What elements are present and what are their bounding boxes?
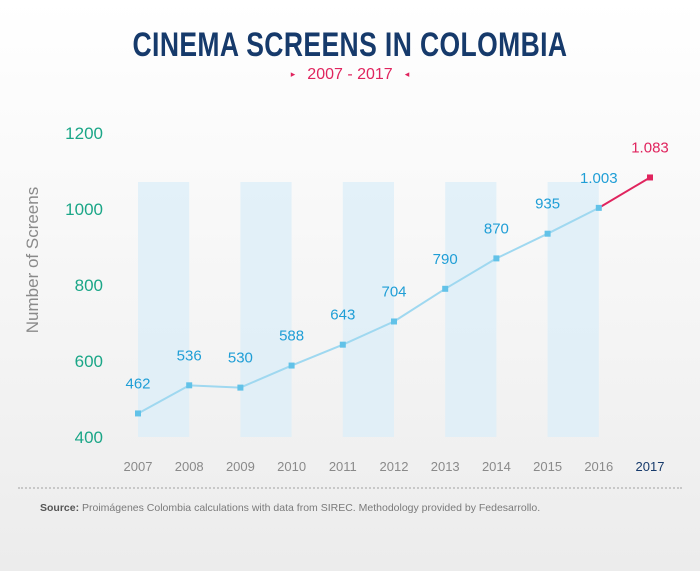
series-line-segment bbox=[495, 232, 549, 260]
divider bbox=[18, 487, 682, 489]
year-band bbox=[342, 182, 394, 437]
x-tick-label: 2007 bbox=[124, 459, 153, 474]
y-tick-label: 1000 bbox=[65, 200, 103, 219]
arrow-left-icon: ◂ bbox=[404, 69, 410, 80]
data-point bbox=[595, 204, 602, 211]
data-label: 1.003 bbox=[580, 170, 618, 187]
data-point bbox=[186, 382, 193, 389]
series-line-segment bbox=[291, 343, 344, 367]
data-point bbox=[544, 230, 551, 237]
chart-title: CINEMA SCREENS IN COLOMBIA bbox=[132, 26, 568, 64]
data-label: 643 bbox=[330, 307, 355, 324]
data-label: 870 bbox=[484, 220, 509, 237]
y-tick-label: 600 bbox=[75, 352, 103, 371]
x-tick-label: 2016 bbox=[584, 459, 613, 474]
data-point bbox=[339, 341, 346, 348]
data-label: 536 bbox=[177, 347, 202, 364]
x-tick-label: 2008 bbox=[175, 459, 204, 474]
x-tick-label: 2011 bbox=[329, 459, 357, 474]
source-text: Proimágenes Colombia calculations with d… bbox=[79, 502, 541, 514]
series-line-segment bbox=[444, 257, 497, 290]
subtitle-text: 2007 - 2017 bbox=[307, 66, 393, 83]
x-tick-label: 2017 bbox=[636, 459, 665, 474]
x-tick-label: 2010 bbox=[277, 459, 306, 474]
x-tick-label: 2009 bbox=[226, 459, 255, 474]
arrow-right-icon: ▸ bbox=[290, 69, 296, 80]
year-band bbox=[240, 182, 292, 437]
highlight-line-segment bbox=[598, 176, 651, 209]
y-tick-label: 1200 bbox=[65, 124, 103, 143]
line-chart: 400 600 800 1000 1200 2007 2008 2009 2010 2011 201… bbox=[65, 124, 669, 474]
data-label: 790 bbox=[433, 251, 458, 268]
data-label: 704 bbox=[381, 283, 406, 300]
data-point bbox=[493, 255, 500, 262]
highlight-point bbox=[647, 174, 653, 181]
series-line-segment bbox=[342, 320, 395, 346]
y-tick-label: 800 bbox=[75, 276, 103, 295]
data-label: 588 bbox=[279, 328, 304, 345]
series-line-segment bbox=[137, 384, 190, 415]
data-label: 462 bbox=[125, 375, 150, 392]
data-point bbox=[135, 410, 141, 417]
x-tick-label: 2013 bbox=[431, 459, 460, 474]
year-band bbox=[547, 182, 599, 437]
data-point bbox=[237, 384, 244, 391]
x-tick-label: 2012 bbox=[380, 459, 409, 474]
x-tick-label: 2014 bbox=[482, 459, 511, 474]
year-band bbox=[138, 182, 190, 437]
series-line-segment bbox=[240, 364, 292, 389]
data-label: 935 bbox=[535, 196, 560, 213]
data-point bbox=[288, 362, 295, 369]
series-line-segment bbox=[189, 384, 241, 389]
year-band bbox=[445, 182, 497, 437]
x-tick-label: 2015 bbox=[533, 459, 562, 474]
series-line-segment bbox=[393, 287, 446, 323]
data-point bbox=[391, 318, 397, 325]
y-tick-label: 400 bbox=[75, 428, 103, 447]
source-label: Source: bbox=[40, 502, 80, 514]
data-label: 1.083 bbox=[631, 139, 669, 156]
chart-subtitle: ▸ 2007 - 2017 ◂ bbox=[0, 66, 700, 84]
data-label: 530 bbox=[228, 350, 253, 367]
source-note: Source: Proimágenes Colombia calculation… bbox=[40, 502, 680, 514]
series-line-segment bbox=[547, 206, 600, 235]
data-point bbox=[442, 285, 449, 292]
